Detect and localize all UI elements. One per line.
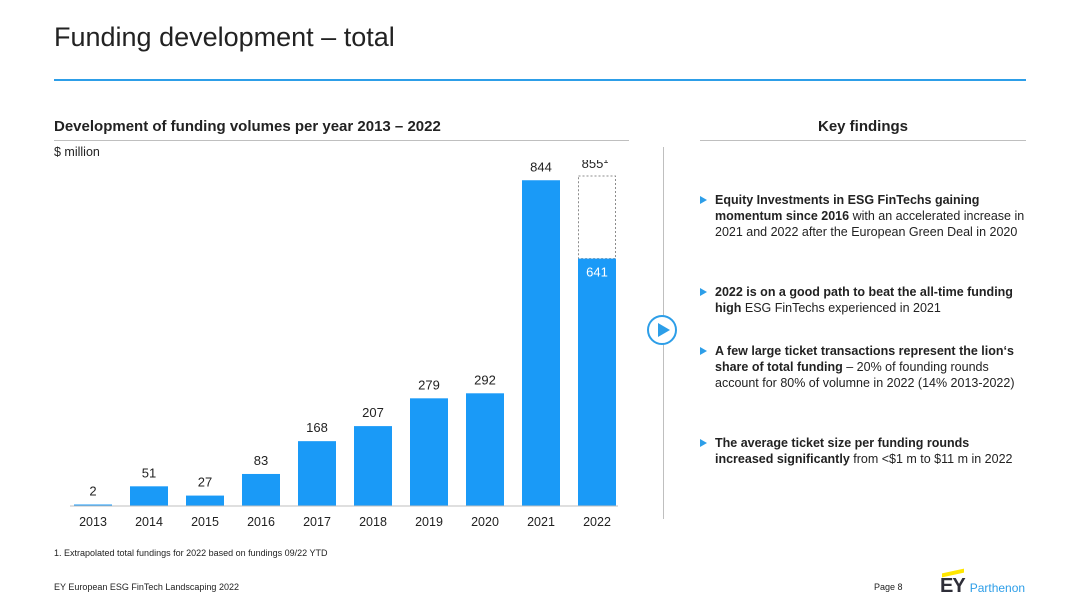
footnote-marker: 1 xyxy=(603,160,608,165)
key-finding-text: – 20% of founding rounds account for 80%… xyxy=(715,360,1015,390)
ey-parthenon-logo: EY Parthenon xyxy=(940,574,1025,596)
key-finding-text: ESG FinTechs experienced in 2021 xyxy=(741,301,941,315)
x-tick-label-2013: 2013 xyxy=(79,515,107,529)
key-finding-item: Equity Investments in ESG FinTechs gaini… xyxy=(700,192,1030,240)
key-finding-bold: 2022 is on a good path to beat the all-t… xyxy=(715,285,1013,315)
key-finding-item: 2022 is on a good path to beat the all-t… xyxy=(700,284,1030,316)
funding-bar-chart: 2 2013 51 2014 27 2015 83 2016 168 2017 207 2018 279… xyxy=(70,160,618,529)
x-tick-label-2015: 2015 xyxy=(191,515,219,529)
bar-2016 xyxy=(242,473,280,506)
triangle-bullet-icon xyxy=(700,288,707,296)
page-number: Page 8 xyxy=(874,582,903,592)
data-label-total-2022: 8551 xyxy=(582,160,609,171)
extrapolated-bar-outline xyxy=(578,175,616,260)
data-label-2021: 844 xyxy=(530,160,552,174)
x-tick-label-2019: 2019 xyxy=(415,515,443,529)
key-findings-heading: Key findings xyxy=(817,118,908,135)
bar-2017 xyxy=(298,441,336,506)
data-label-2022: 641 xyxy=(586,265,608,280)
data-label-2020: 292 xyxy=(474,372,496,387)
key-finding-text: from <$1 m to $11 m in 2022 xyxy=(849,452,1013,466)
title-divider xyxy=(54,79,1026,81)
bar-2013 xyxy=(74,504,112,506)
bar-2019 xyxy=(410,398,448,506)
x-tick-label-2022: 2022 xyxy=(583,515,611,529)
data-label-2017: 168 xyxy=(306,420,328,435)
bar-2014 xyxy=(130,486,168,506)
logo-ey-text: EY xyxy=(940,575,966,597)
key-finding-text: with an accelerated increase in 2021 and… xyxy=(715,209,1025,239)
x-tick-label-2021: 2021 xyxy=(527,515,555,529)
key-finding-item: The average ticket size per funding roun… xyxy=(700,435,1030,467)
chart-heading: Development of funding volumes per year … xyxy=(54,118,441,135)
page-title: Funding development – total xyxy=(54,22,395,52)
x-tick-label-2018: 2018 xyxy=(359,515,387,529)
key-finding-item: A few large ticket transactions represen… xyxy=(700,343,1030,391)
chart-unit: $ million xyxy=(54,145,100,159)
data-label-2015: 27 xyxy=(198,475,212,490)
data-label-2016: 83 xyxy=(254,453,268,468)
footnote: 1. Extrapolated total fundings for 2022 … xyxy=(54,548,328,558)
x-tick-label-2016: 2016 xyxy=(247,515,275,529)
logo-parthenon-text: Parthenon xyxy=(969,581,1026,595)
x-tick-label-2014: 2014 xyxy=(135,515,163,529)
key-finding-bold: Equity Investments in ESG FinTechs gaini… xyxy=(715,193,980,223)
key-findings-divider xyxy=(700,140,1026,141)
triangle-bullet-icon xyxy=(700,439,707,447)
triangle-bullet-icon xyxy=(700,347,707,355)
data-label-2019: 279 xyxy=(418,377,440,392)
x-tick-label-2017: 2017 xyxy=(303,515,331,529)
bar-2020 xyxy=(466,393,504,506)
triangle-bullet-icon xyxy=(700,196,707,204)
bar-2022 xyxy=(578,258,616,506)
bar-2015 xyxy=(186,495,224,506)
bar-2021 xyxy=(522,180,560,506)
footer-source: EY European ESG FinTech Landscaping 2022 xyxy=(54,582,239,592)
data-label-2013: 2 xyxy=(89,484,96,499)
key-finding-bold: A few large ticket transactions represen… xyxy=(715,344,1014,374)
data-label-2014: 51 xyxy=(142,465,156,480)
chart-heading-divider xyxy=(54,140,629,141)
bar-2018 xyxy=(354,426,392,506)
play-arrow-icon xyxy=(647,315,677,345)
data-label-2018: 207 xyxy=(362,405,384,420)
x-tick-label-2020: 2020 xyxy=(471,515,499,529)
key-finding-bold: The average ticket size per funding roun… xyxy=(715,436,970,466)
